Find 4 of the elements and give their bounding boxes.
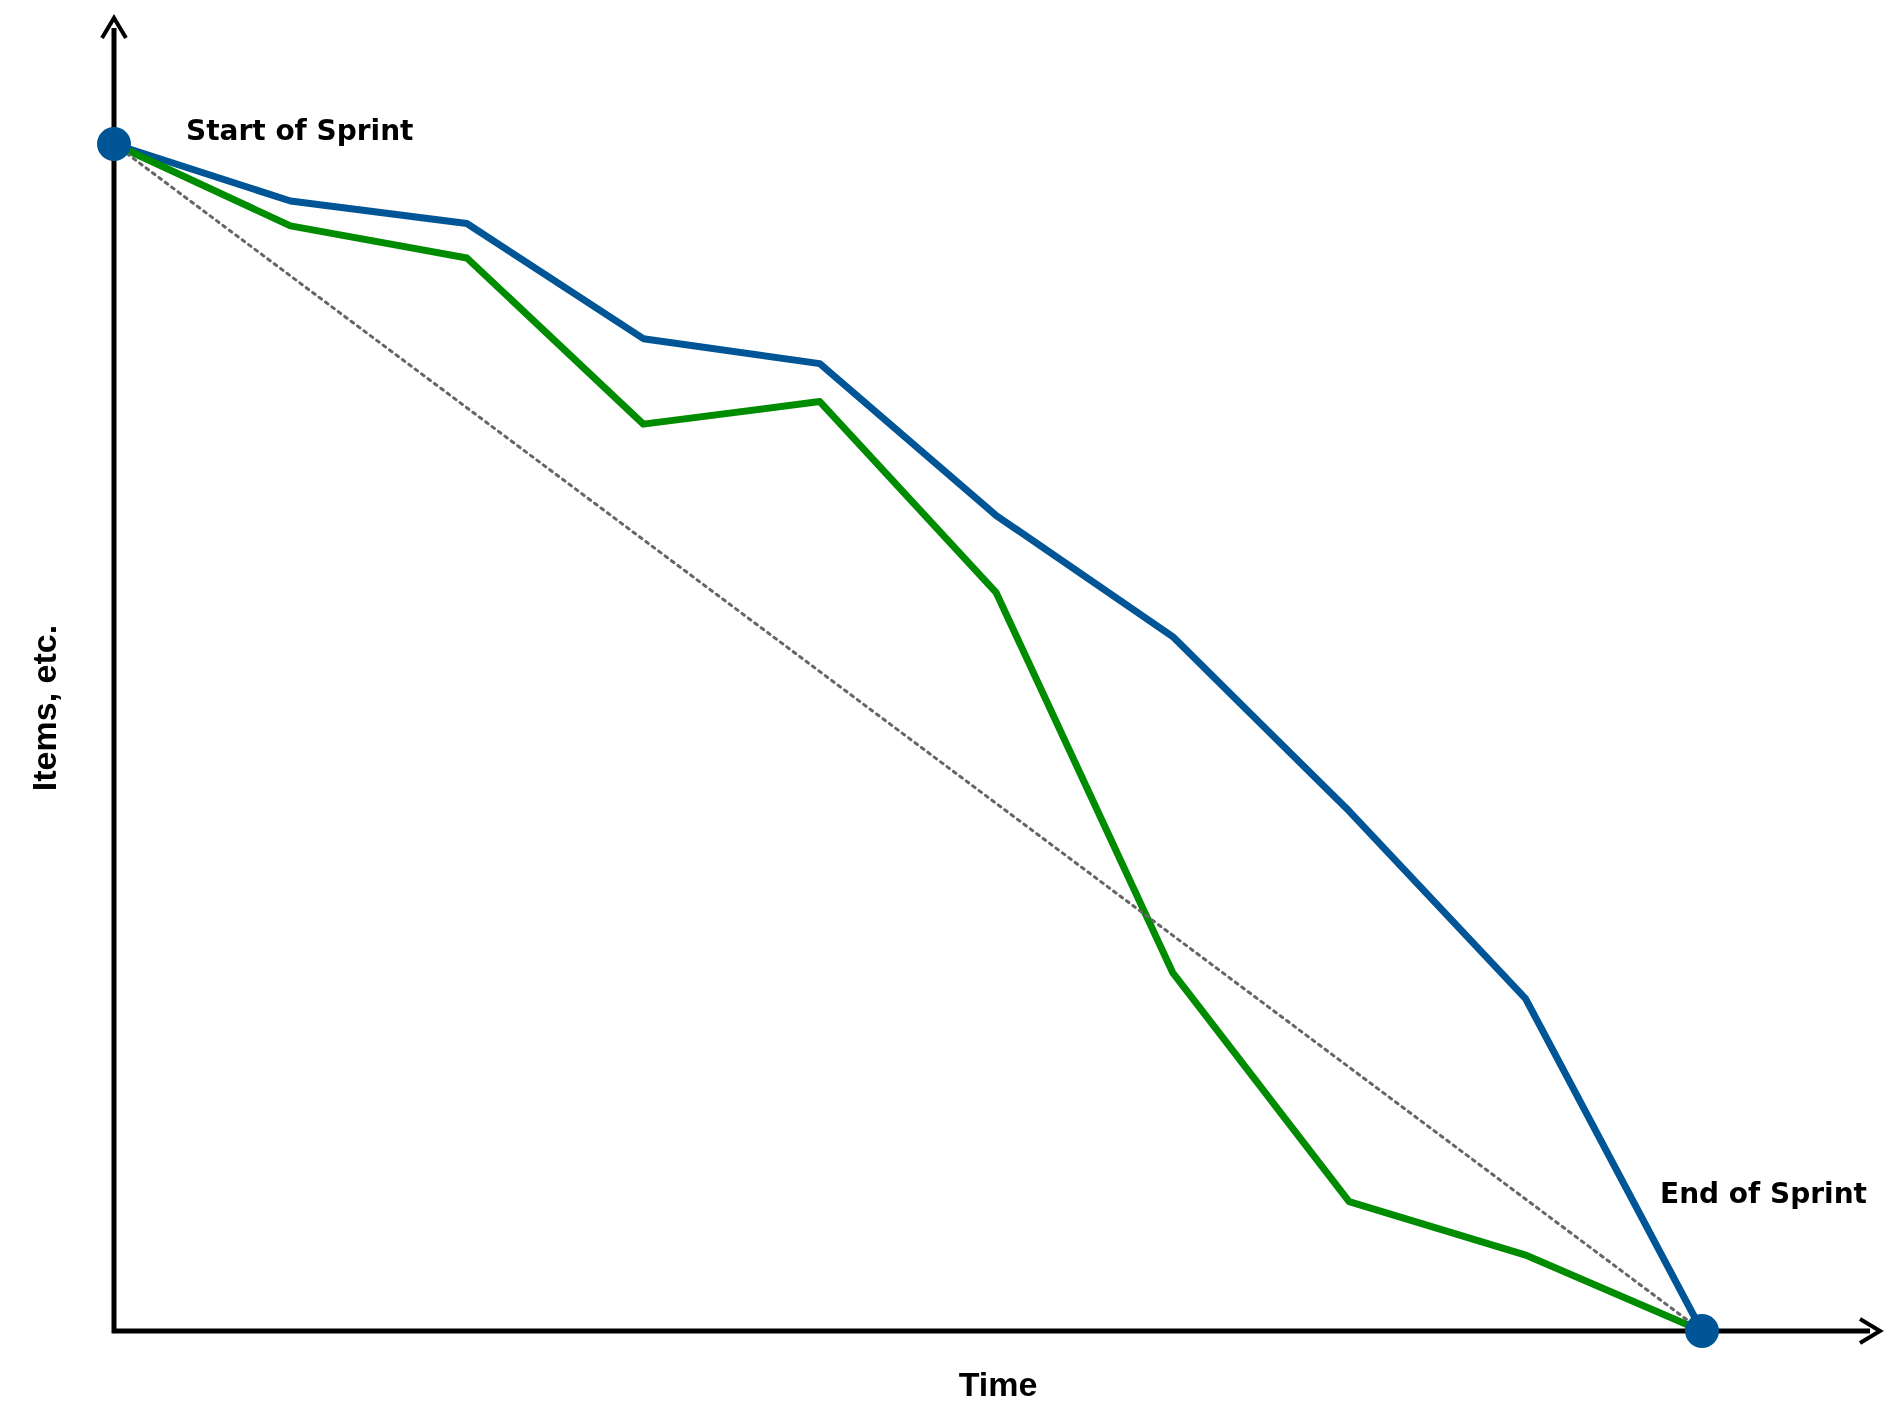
y-axis-title: Items, etc.: [25, 624, 63, 792]
annotation: End of Sprint: [1660, 1177, 1867, 1210]
annotation: Start of Sprint: [186, 114, 414, 147]
x-axis-title: Time: [958, 1365, 1038, 1403]
